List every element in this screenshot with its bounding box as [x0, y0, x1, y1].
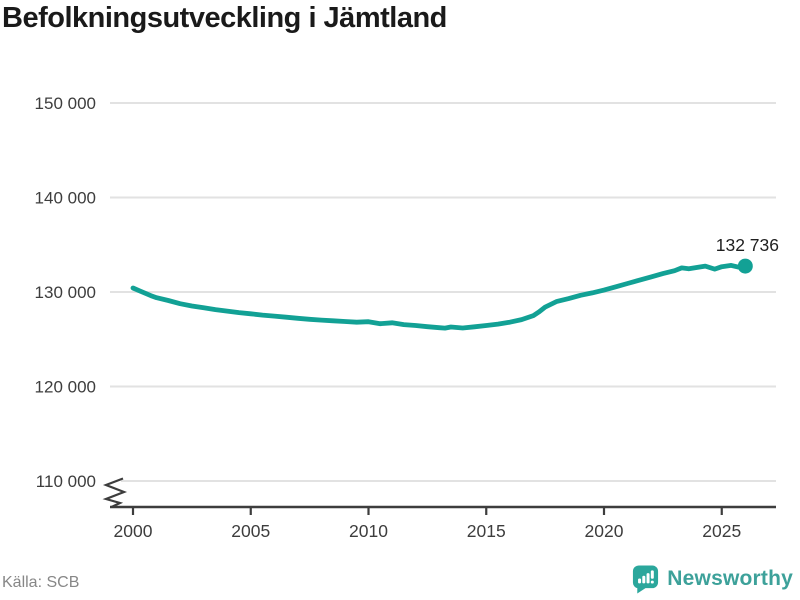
- x-tick-label: 2020: [585, 521, 624, 541]
- y-axis-labels: 150 000 140 000 130 000 120 000 110 000: [35, 94, 96, 491]
- series-end-dot: [737, 258, 753, 274]
- y-tick-label: 140 000: [35, 189, 96, 208]
- population-series-line: [130, 262, 748, 331]
- y-tick-label: 150 000: [35, 94, 96, 113]
- y-tick-label: 120 000: [35, 378, 96, 397]
- chart-title: Befolkningsutveckling i Jämtland: [2, 2, 447, 34]
- source-label: Källa: SCB: [2, 574, 80, 591]
- series-end-value-label: 132 736: [716, 235, 779, 255]
- x-tick-label: 2015: [467, 521, 506, 541]
- y-tick-label: 110 000: [36, 472, 96, 491]
- x-tick-label: 2005: [231, 521, 270, 541]
- gridlines: [110, 102, 776, 482]
- y-tick-label: 130 000: [35, 283, 96, 302]
- x-tick-label: 2025: [702, 521, 741, 541]
- x-tick-label: 2010: [349, 521, 388, 541]
- x-axis: 2000 2005 2010 2015 2020 2025: [110, 505, 776, 541]
- axis-break-icon: [102, 477, 128, 508]
- x-tick-label: 2000: [114, 521, 153, 541]
- newsworthy-bubble-chart-icon: [633, 565, 659, 594]
- newsworthy-wordmark: Newsworthy: [667, 567, 793, 590]
- newsworthy-logo[interactable]: Newsworthy: [631, 564, 793, 594]
